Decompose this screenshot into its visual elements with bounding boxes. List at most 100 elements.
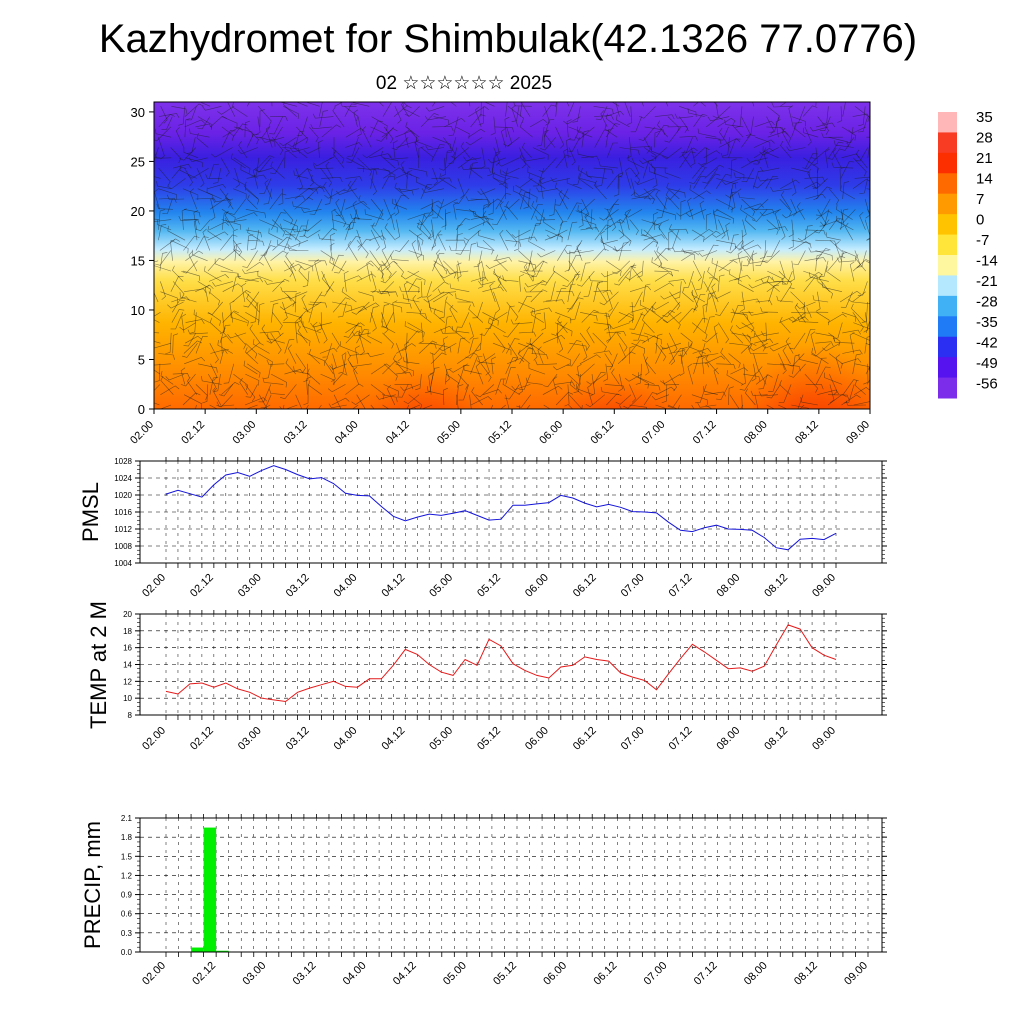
wind-barb <box>401 332 408 351</box>
wind-barb <box>352 200 360 220</box>
wind-barb <box>523 188 531 209</box>
wind-barb <box>751 209 768 222</box>
wind-barb <box>604 301 619 317</box>
wind-barb <box>755 275 773 282</box>
wind-barb <box>383 198 392 221</box>
wind-barb <box>362 147 384 159</box>
wind-barb <box>505 177 511 200</box>
wind-barb <box>178 215 198 222</box>
wind-barb <box>364 209 384 220</box>
wind-barb <box>432 281 449 292</box>
wind-barb <box>519 147 527 169</box>
wind-barb <box>271 212 286 231</box>
wind-barb <box>828 141 844 158</box>
wind-barb <box>468 242 477 261</box>
wind-barb <box>849 261 855 282</box>
wind-barb <box>247 227 261 241</box>
wind-barb <box>158 113 180 118</box>
wind-barb <box>818 274 830 292</box>
wind-barb <box>204 266 222 282</box>
wind-barb <box>630 167 641 185</box>
wind-barb <box>741 198 756 217</box>
wind-barb <box>416 177 432 189</box>
wind-barb <box>511 229 531 239</box>
wind-barb <box>746 332 767 339</box>
wind-barb <box>492 342 512 356</box>
wind-barb <box>201 375 222 385</box>
wind-barb <box>730 325 744 344</box>
wind-barb <box>270 296 292 303</box>
wind-barb <box>537 250 556 258</box>
wind-barb <box>618 374 623 392</box>
wind-barb <box>202 384 209 404</box>
wind-barb <box>702 167 719 184</box>
ytick-label: 1008 <box>114 542 132 551</box>
wind-barb <box>743 244 762 251</box>
wind-barb <box>357 157 373 177</box>
wind-barb <box>779 316 791 334</box>
wind-barb <box>293 170 309 179</box>
wind-barb <box>567 254 582 272</box>
wind-barb <box>759 147 779 156</box>
wind-barb <box>269 126 283 141</box>
wind-barb <box>720 347 731 364</box>
wind-barb <box>791 239 812 249</box>
wind-barb <box>156 203 173 210</box>
wind-barb <box>567 221 578 241</box>
wind-barb <box>432 136 451 150</box>
wind-barb <box>766 240 781 258</box>
wind-barb <box>555 126 565 149</box>
wind-barb <box>806 307 829 313</box>
wind-barb <box>759 166 780 172</box>
wind-barb <box>398 404 421 409</box>
wind-barb <box>238 141 248 158</box>
wind-barb <box>803 276 821 292</box>
wind-barb <box>531 353 549 360</box>
wind-barb <box>331 147 345 164</box>
wind-barb <box>566 178 582 189</box>
wind-barb <box>574 126 595 140</box>
wind-barb <box>171 296 190 303</box>
wind-barb <box>807 169 817 189</box>
wind-barb <box>639 106 656 119</box>
wind-barb <box>283 263 303 272</box>
wind-barb <box>401 270 420 280</box>
wind-barb <box>699 200 705 220</box>
wind-barb <box>342 178 357 192</box>
wind-barb <box>651 301 670 310</box>
wind-barb <box>456 224 463 241</box>
wind-barb <box>314 259 320 282</box>
wind-barb <box>667 116 680 133</box>
wind-barb <box>642 353 650 376</box>
wind-barb <box>433 116 450 126</box>
wind-barb <box>758 374 768 390</box>
wind-barb <box>159 238 180 251</box>
wind-barb <box>245 347 259 365</box>
wind-barb <box>456 352 478 365</box>
wind-barb <box>693 175 706 189</box>
wind-barb <box>195 336 208 354</box>
wind-barb <box>184 103 204 117</box>
wind-barb <box>492 172 509 189</box>
wind-barb <box>630 332 649 342</box>
wind-barb <box>853 401 870 406</box>
wind-barb <box>600 109 608 128</box>
wind-barb <box>791 312 812 318</box>
wind-barb <box>308 126 319 143</box>
wind-barb <box>612 260 631 275</box>
wind-barb <box>664 167 681 179</box>
wind-barb <box>172 281 185 299</box>
wind-barb <box>687 363 694 385</box>
wind-barb <box>782 270 793 285</box>
xtick-label: 06.00 <box>523 572 551 600</box>
wind-barb <box>506 126 513 147</box>
wind-barb <box>732 308 754 314</box>
wind-barb <box>295 260 314 272</box>
wind-barb <box>383 126 394 144</box>
wind-barb <box>341 352 347 375</box>
wind-barb <box>331 397 350 406</box>
wind-barb <box>382 167 396 181</box>
wind-barb <box>243 360 258 375</box>
xtick-label: 07.00 <box>619 572 647 600</box>
wind-barb <box>525 266 543 272</box>
